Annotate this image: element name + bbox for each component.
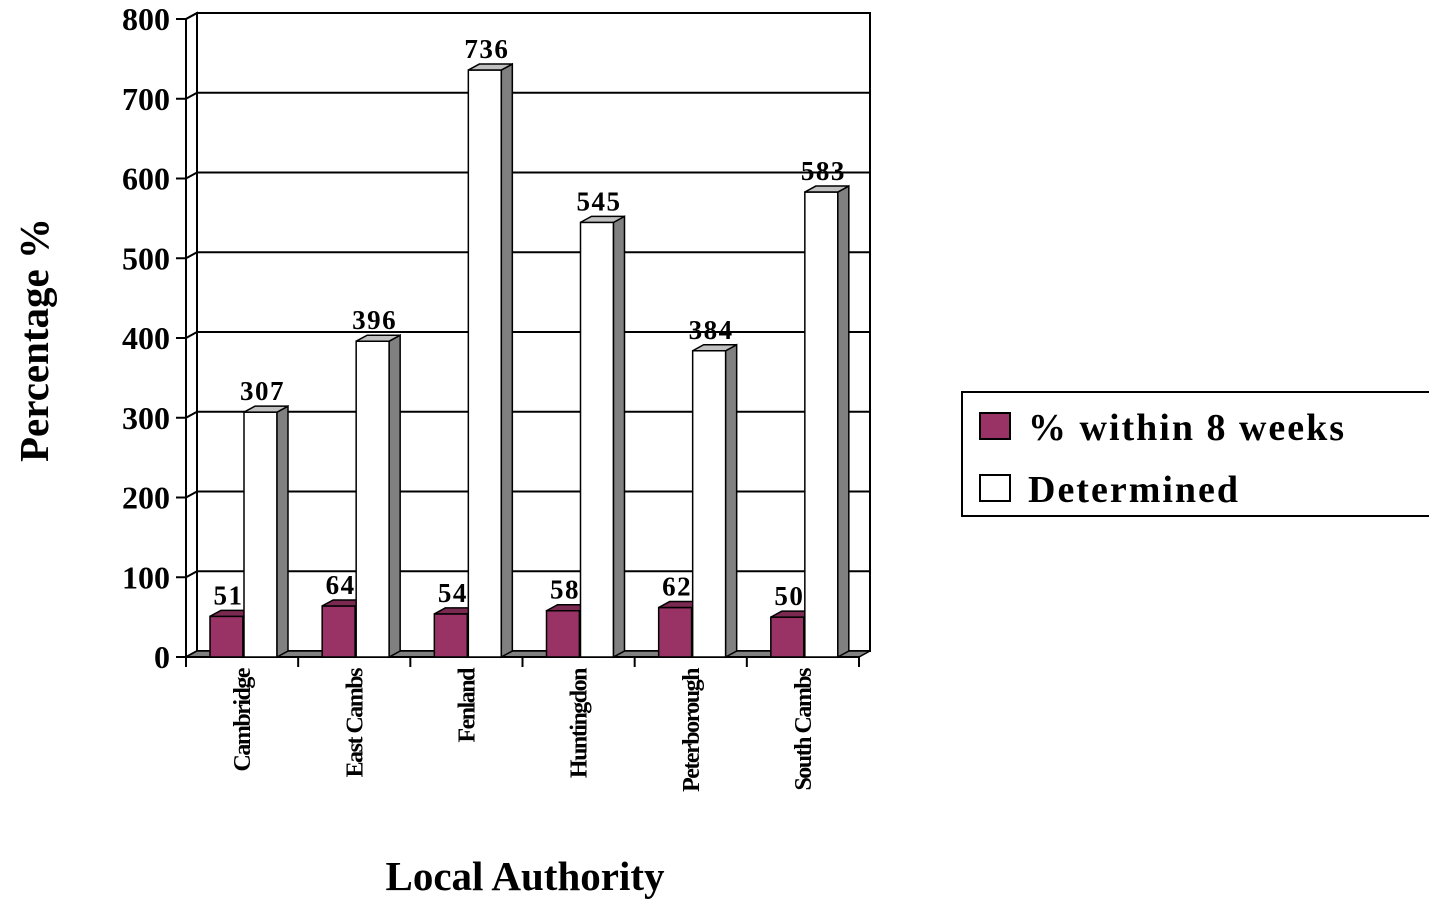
y-tick-label: 0	[154, 639, 170, 675]
bar-pct-within-8-weeks-south-cambs	[770, 616, 805, 658]
legend-swatch-within-8-weeks	[979, 412, 1011, 440]
bar-determined-fenland	[467, 69, 503, 658]
x-axis-title: Local Authority	[385, 853, 665, 899]
data-label-pct-within-8-weeks-fenland: 54	[438, 578, 468, 608]
y-tick-label: 100	[122, 559, 170, 595]
legend-swatch-determined	[979, 474, 1011, 502]
gridline-side	[185, 410, 198, 419]
gridline-side	[185, 570, 198, 579]
x-tick-label-east-cambs: East Cambs	[342, 668, 368, 778]
bar-side-determined-east-cambs	[388, 333, 401, 659]
gridline-side	[185, 251, 198, 260]
legend: % within 8 weeks Determined	[961, 391, 1429, 517]
x-tick-label-cambridge: Cambridge	[230, 667, 256, 771]
grid-lines	[185, 11, 871, 659]
bar-top-determined-east-cambs	[355, 334, 401, 342]
gridline-side	[185, 91, 198, 100]
bars	[209, 62, 850, 659]
legend-label-determined: Determined	[1028, 469, 1240, 511]
x-tick-label-south-cambs: South Cambs	[791, 668, 817, 791]
bar-top-determined-peterborough	[692, 344, 738, 352]
axes	[176, 18, 860, 667]
data-label-pct-within-8-weeks-south-cambs: 50	[774, 581, 804, 611]
bar-pct-within-8-weeks-east-cambs	[321, 605, 356, 658]
x-tick-label-huntingdon: Huntingdon	[567, 668, 593, 778]
legend-label-within-8-weeks: % within 8 weeks	[1028, 407, 1346, 449]
gridline-side	[185, 331, 198, 339]
y-tick-label: 400	[122, 320, 170, 356]
bar-top-determined-cambridge	[243, 405, 289, 413]
data-label-determined-south-cambs: 583	[801, 156, 846, 186]
data-label-pct-within-8-weeks-peterborough: 62	[662, 572, 692, 602]
bar-top-determined-south-cambs	[804, 185, 850, 193]
gridline-side	[185, 171, 198, 180]
data-label-determined-peterborough: 384	[689, 315, 734, 345]
data-label-pct-within-8-weeks-east-cambs: 64	[326, 570, 356, 600]
y-tick-label: 600	[122, 161, 170, 197]
labels: 0 100 200 300 400 500 600 700 800 51 307 Cambridge 6…	[122, 1, 846, 792]
bar-pct-within-8-weeks-huntingdon	[545, 609, 581, 658]
data-label-pct-within-8-weeks-huntingdon: 58	[550, 575, 580, 605]
y-tick-label: 800	[122, 1, 170, 37]
bar-determined-cambridge	[243, 411, 278, 658]
bar-determined-south-cambs	[804, 191, 839, 658]
bar-determined-peterborough	[691, 350, 727, 658]
bar-side-determined-cambridge	[276, 404, 289, 659]
x-tick-label-peterborough: Peterborough	[679, 668, 705, 792]
x-tick-label-fenland: Fenland	[454, 667, 480, 743]
gridline-side	[185, 12, 198, 20]
bar-top-determined-huntingdon	[580, 215, 625, 224]
y-axis-title: Percentage %	[11, 218, 57, 462]
bar-pct-within-8-weeks-peterborough	[657, 606, 693, 658]
y-tick-label: 700	[122, 81, 170, 117]
data-label-determined-cambridge: 307	[240, 376, 285, 406]
legend-box	[961, 391, 1429, 517]
bar-side-determined-fenland	[500, 62, 514, 659]
bar-side-determined-peterborough	[724, 343, 738, 659]
data-label-determined-east-cambs: 396	[352, 305, 397, 335]
data-label-determined-huntingdon: 545	[577, 186, 622, 216]
bar-determined-huntingdon	[579, 221, 615, 658]
data-label-determined-fenland: 736	[464, 34, 509, 64]
bar-pct-within-8-weeks-cambridge	[209, 615, 244, 658]
y-tick-label: 200	[122, 480, 170, 516]
bar-side-determined-huntingdon	[612, 215, 626, 659]
bar-determined-east-cambs	[355, 340, 390, 658]
data-label-pct-within-8-weeks-cambridge: 51	[214, 580, 244, 610]
y-tick-label: 300	[122, 400, 170, 436]
y-tick-label: 500	[122, 240, 170, 276]
bar-side-determined-south-cambs	[837, 184, 850, 659]
gridline-side	[185, 490, 198, 499]
bar-top-determined-fenland	[467, 63, 513, 71]
bar-pct-within-8-weeks-fenland	[433, 613, 469, 658]
